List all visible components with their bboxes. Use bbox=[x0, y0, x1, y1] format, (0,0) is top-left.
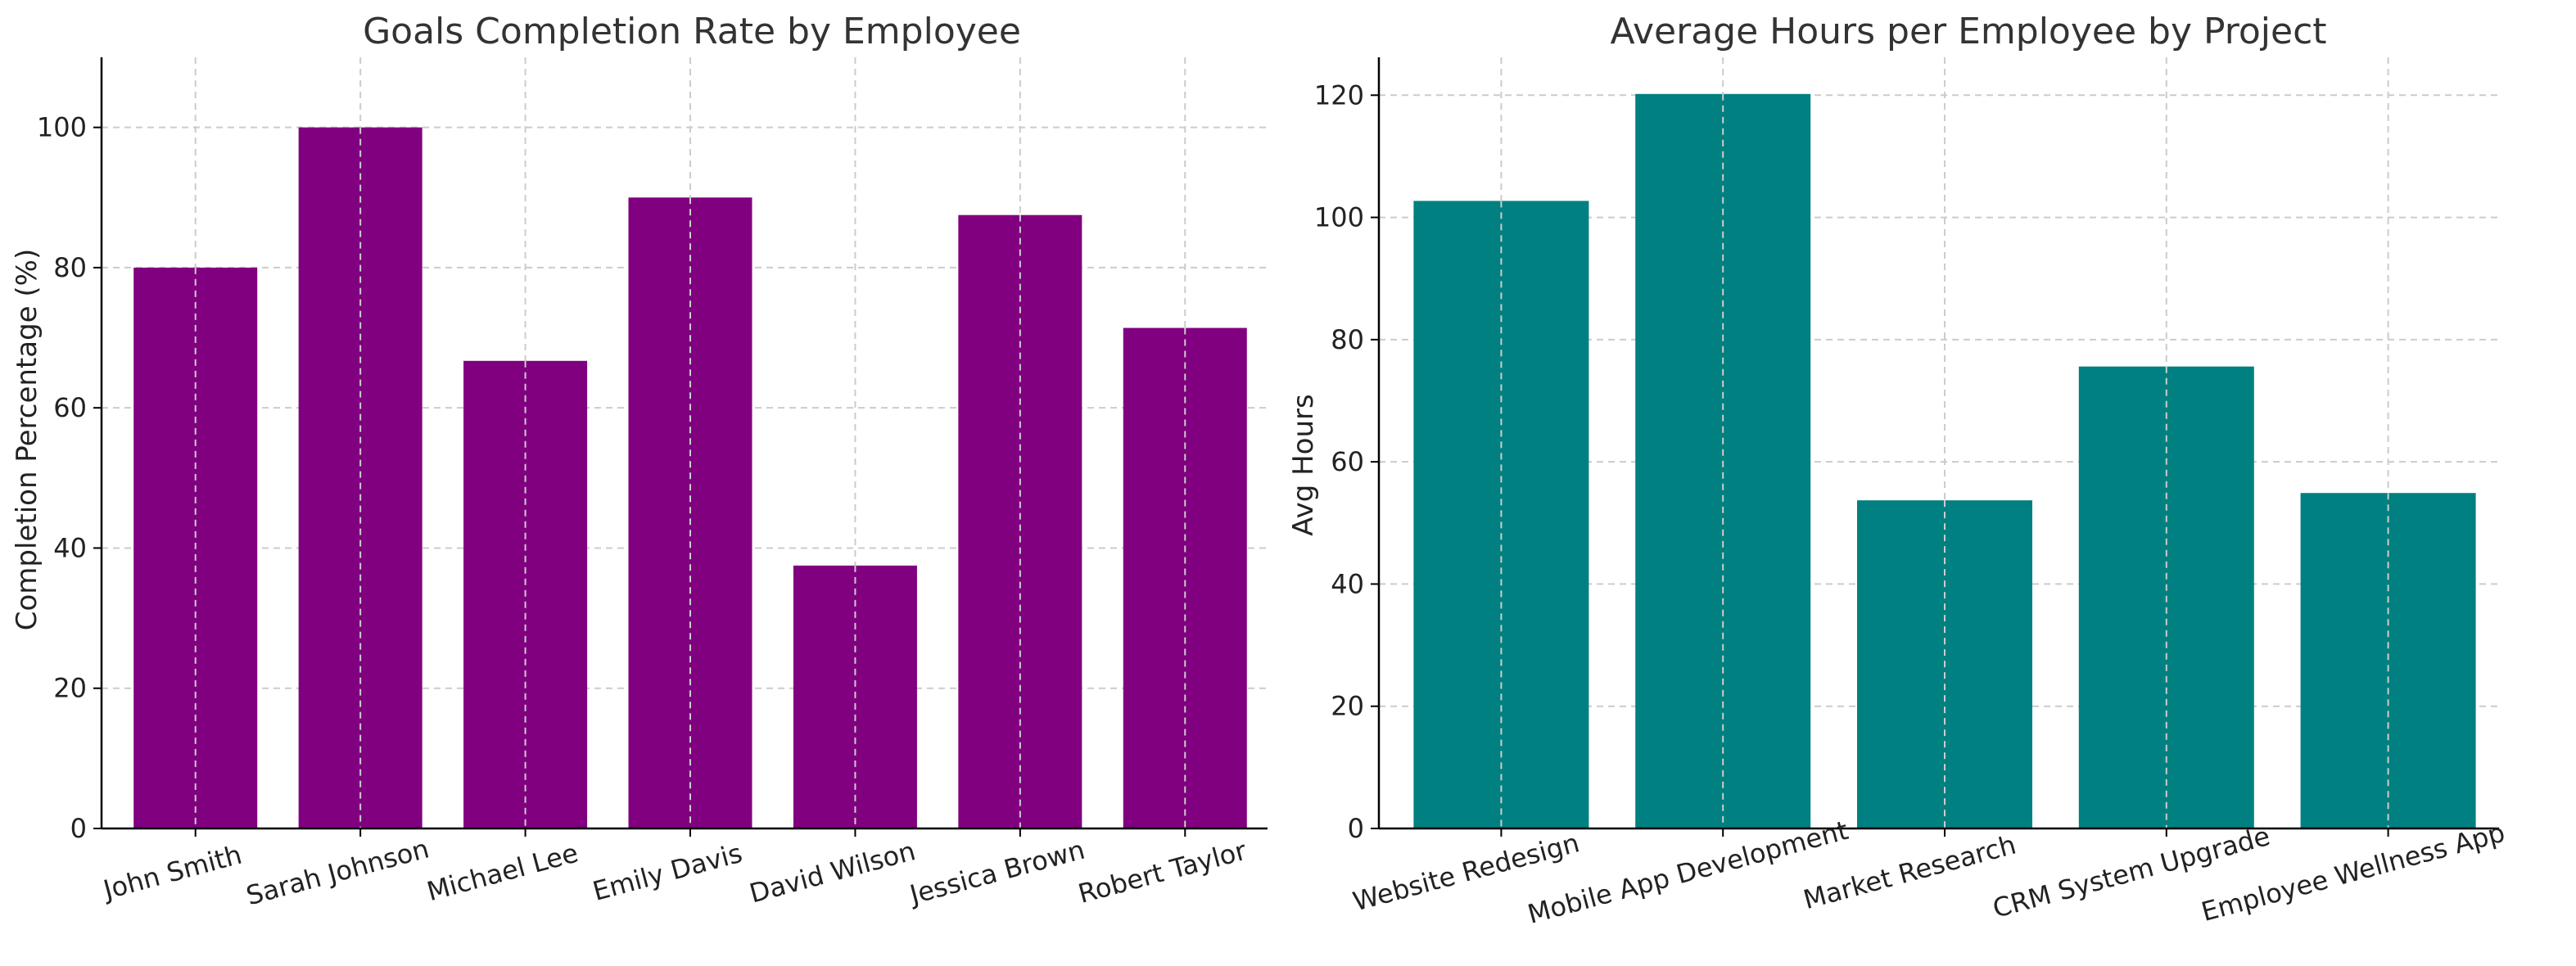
y-tick-label: 120 bbox=[1314, 79, 1364, 111]
average-hours-chart: Average Hours per Employee by Project Av… bbox=[1287, 11, 2508, 930]
y-axis-title: Avg Hours bbox=[1287, 394, 1320, 535]
y-axis-title: Completion Percentage (%) bbox=[11, 249, 43, 630]
x-tick-label: Jessica Brown bbox=[905, 834, 1087, 911]
chart-title: Average Hours per Employee by Project bbox=[1610, 11, 2326, 52]
y-tick-label: 20 bbox=[53, 673, 87, 704]
y-tick-label: 40 bbox=[53, 532, 87, 563]
y-tick-label: 0 bbox=[1348, 813, 1364, 844]
x-tick-label: Emily Davis bbox=[590, 837, 745, 907]
x-tick-label: John Smith bbox=[98, 839, 245, 906]
y-tick-label: 100 bbox=[1314, 202, 1364, 233]
y-tick-label: 100 bbox=[37, 112, 87, 143]
x-tick-label: Sarah Johnson bbox=[243, 833, 432, 911]
bars bbox=[1413, 93, 2476, 829]
bars bbox=[133, 127, 1247, 829]
bar bbox=[958, 214, 1082, 828]
y-tick-label: 60 bbox=[1331, 446, 1364, 477]
y-tick-label: 80 bbox=[53, 252, 87, 283]
y-tick-label: 20 bbox=[1331, 691, 1364, 722]
y-tick-label: 80 bbox=[1331, 324, 1364, 355]
chart-title: Goals Completion Rate by Employee bbox=[363, 11, 1021, 52]
x-tick-label: Robert Taylor bbox=[1075, 835, 1250, 910]
x-tick-label: David Wilson bbox=[746, 835, 919, 909]
y-tick-label: 0 bbox=[70, 813, 87, 844]
x-tick-label: Michael Lee bbox=[423, 837, 581, 908]
y-tick-label: 60 bbox=[53, 392, 87, 423]
y-tick-label: 40 bbox=[1331, 568, 1364, 599]
goals-completion-chart: Goals Completion Rate by Employee Comple… bbox=[11, 11, 1268, 911]
